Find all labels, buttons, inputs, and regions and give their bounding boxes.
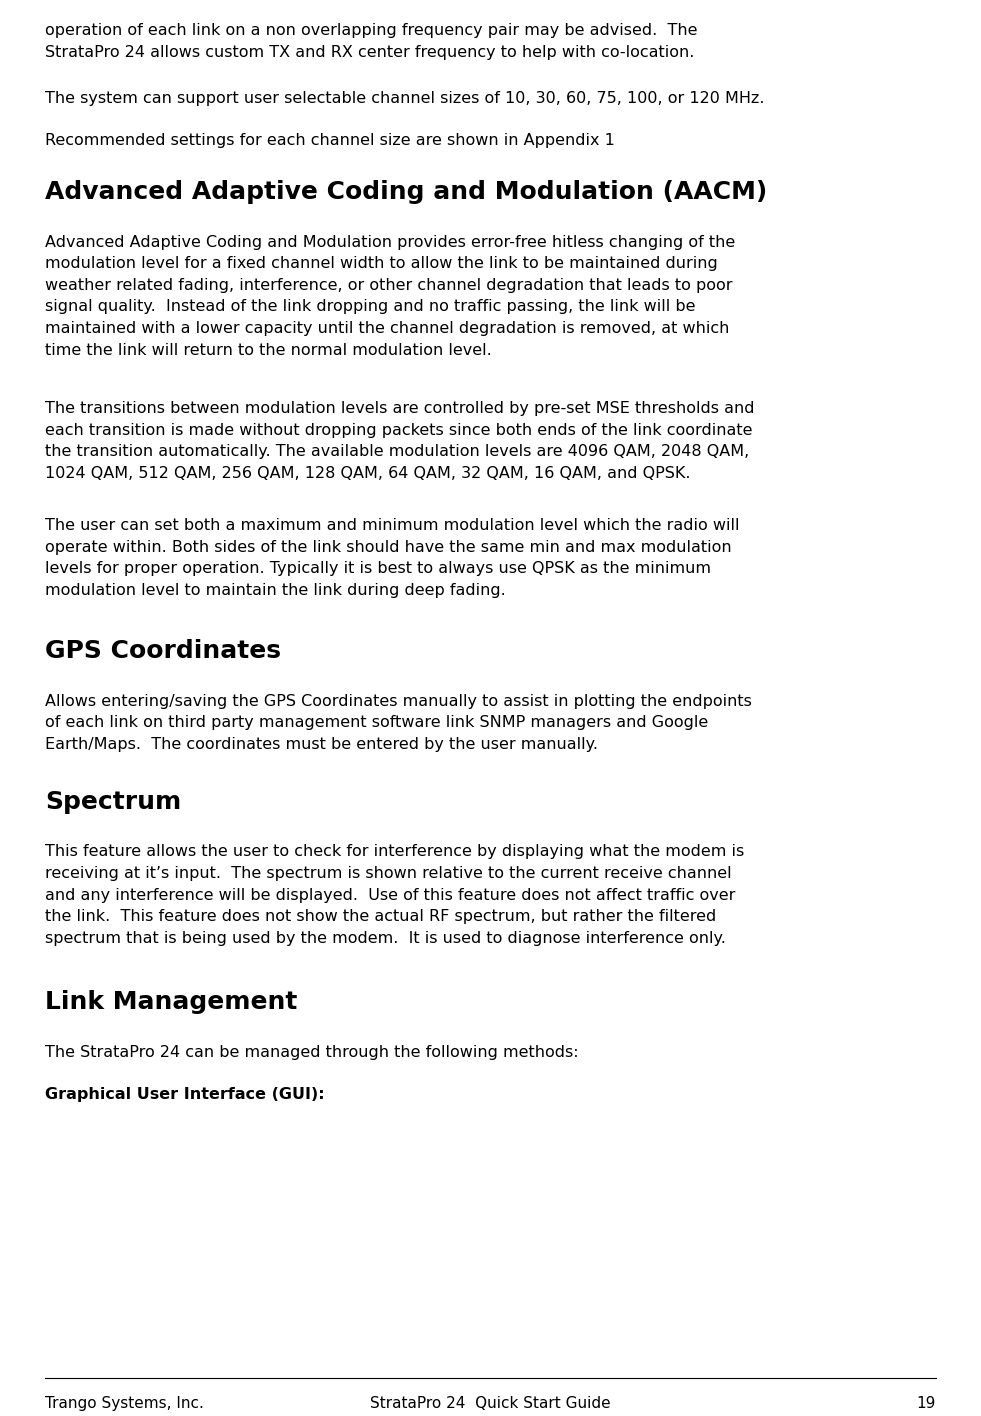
Text: Spectrum: Spectrum (45, 790, 181, 814)
Text: Advanced Adaptive Coding and Modulation (AACM): Advanced Adaptive Coding and Modulation … (45, 180, 767, 204)
Text: Recommended settings for each channel size are shown in Appendix 1: Recommended settings for each channel si… (45, 133, 615, 149)
Text: GPS Coordinates: GPS Coordinates (45, 639, 281, 663)
Text: This feature allows the user to check for interference by displaying what the mo: This feature allows the user to check fo… (45, 844, 745, 946)
Text: 19: 19 (916, 1396, 936, 1410)
Text: Allows entering/saving the GPS Coordinates manually to assist in plotting the en: Allows entering/saving the GPS Coordinat… (45, 694, 751, 752)
Text: The transitions between modulation levels are controlled by pre-set MSE threshol: The transitions between modulation level… (45, 401, 754, 481)
Text: The StrataPro 24 can be managed through the following methods:: The StrataPro 24 can be managed through … (45, 1045, 579, 1059)
Text: Link Management: Link Management (45, 990, 297, 1014)
Text: The user can set both a maximum and minimum modulation level which the radio wil: The user can set both a maximum and mini… (45, 518, 740, 598)
Text: Trango Systems, Inc.: Trango Systems, Inc. (45, 1396, 204, 1410)
Text: The system can support user selectable channel sizes of 10, 30, 60, 75, 100, or : The system can support user selectable c… (45, 91, 764, 106)
Text: Graphical User Interface (GUI):: Graphical User Interface (GUI): (45, 1087, 325, 1103)
Text: operation of each link on a non overlapping frequency pair may be advised.  The
: operation of each link on a non overlapp… (45, 23, 697, 59)
Text: Advanced Adaptive Coding and Modulation provides error-free hitless changing of : Advanced Adaptive Coding and Modulation … (45, 235, 735, 357)
Text: StrataPro 24  Quick Start Guide: StrataPro 24 Quick Start Guide (370, 1396, 611, 1410)
